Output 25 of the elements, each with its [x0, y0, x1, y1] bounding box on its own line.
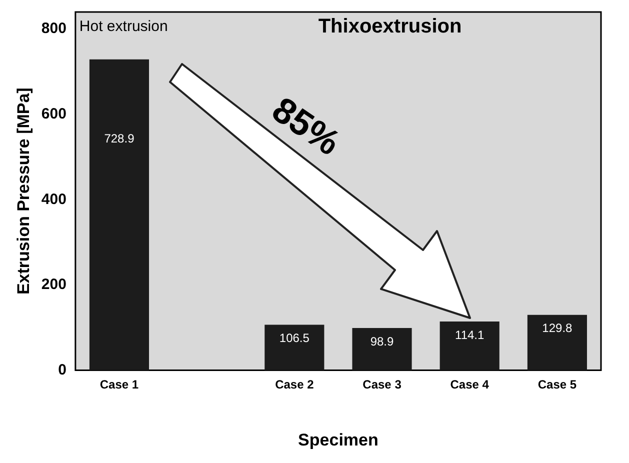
data-label: 106.5	[279, 331, 310, 346]
y-axis-title: Extrusion Pressure [MPa]	[14, 88, 33, 295]
x-tick-label: Case 2	[275, 378, 314, 392]
annotation: 85%	[265, 88, 348, 164]
data-label: 98.9	[370, 334, 394, 348]
x-tick-label: Case 4	[450, 378, 490, 392]
data-label: 728.9	[104, 132, 135, 146]
annotation: Thixoextrusion	[318, 16, 462, 38]
bar	[89, 59, 150, 370]
y-tick-label: 200	[41, 276, 66, 294]
data-label: 129.8	[542, 321, 573, 336]
x-tick-label: Case 3	[362, 378, 402, 392]
bar	[440, 322, 500, 370]
y-tick-label: 400	[41, 190, 66, 208]
data-label: 114.1	[455, 328, 484, 342]
bar	[527, 314, 587, 370]
annotation: Hot extrusion	[79, 18, 168, 36]
x-tick-label: Case 1	[100, 378, 139, 392]
bar	[264, 324, 324, 370]
y-tick-label: 0	[58, 361, 66, 378]
y-tick-label: 600	[41, 105, 66, 122]
x-axis-title: Specimen	[298, 430, 378, 450]
x-tick-label: Case 5	[538, 378, 577, 392]
bar	[352, 328, 412, 370]
y-tick-label: 800	[41, 20, 66, 38]
